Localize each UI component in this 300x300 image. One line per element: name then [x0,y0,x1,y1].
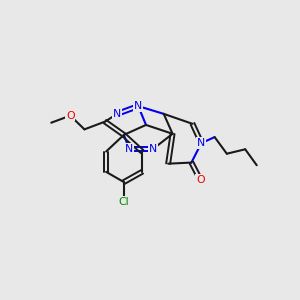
Text: N: N [125,144,134,154]
Text: O: O [196,175,205,184]
Text: Cl: Cl [118,197,129,207]
Text: N: N [134,101,142,111]
Text: N: N [113,109,121,119]
Text: O: O [66,111,75,121]
Text: N: N [148,144,157,154]
Text: N: N [197,138,206,148]
